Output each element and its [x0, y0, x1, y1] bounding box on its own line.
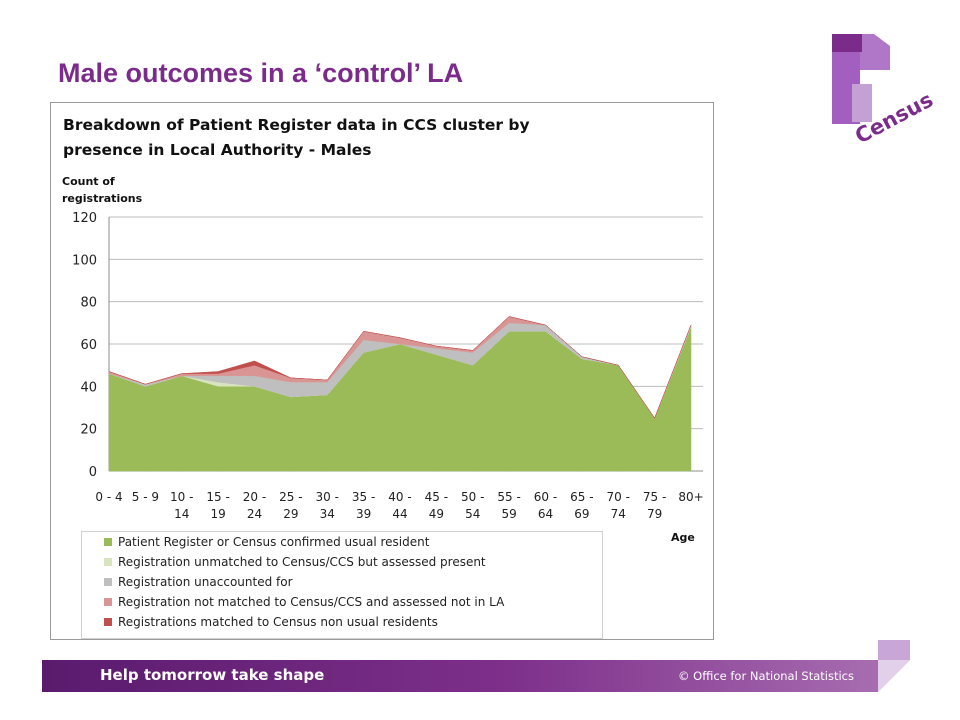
legend-swatch	[104, 618, 112, 626]
x-tick-label: 50 - 54	[461, 490, 484, 521]
area-series-1	[108, 327, 692, 472]
legend-item: Patient Register or Census confirmed usu…	[82, 532, 602, 552]
legend-swatch	[104, 538, 112, 546]
x-tick-label: 80+	[678, 490, 703, 504]
x-tick-label-line: 64	[538, 507, 553, 521]
x-tick-label-line: 59	[501, 507, 516, 521]
x-tick-label: 5 - 9	[132, 490, 159, 504]
chart-title-line-1: Breakdown of Patient Register data in CC…	[63, 116, 530, 134]
chart-title-line-2: presence in Local Authority - Males	[63, 141, 372, 159]
x-tick-label-line: 50 -	[461, 490, 484, 504]
x-tick-label-line: 5 - 9	[132, 490, 159, 504]
x-tick-label-line: 40 -	[388, 490, 411, 504]
x-tick-label-line: 14	[174, 507, 189, 521]
x-tick-label-line: 74	[611, 507, 626, 521]
logo-year: 2011	[812, 58, 830, 100]
x-tick-label: 25 - 29	[279, 490, 302, 521]
y-tick-label: 40	[80, 380, 97, 395]
legend-swatch	[104, 578, 112, 586]
x-tick-label-line: 39	[356, 507, 371, 521]
chart-legend: Patient Register or Census confirmed usu…	[81, 531, 603, 639]
x-tick-label-line: 80+	[678, 490, 703, 504]
x-tick-label-line: 54	[465, 507, 480, 521]
x-tick-label-line: 70 -	[607, 490, 630, 504]
chart-frame: Breakdown of Patient Register data in CC…	[50, 102, 714, 640]
census-2011-logo: 2011 Census	[812, 34, 937, 148]
x-tick-label-line: 30 -	[316, 490, 339, 504]
x-tick-label: 20 - 24	[243, 490, 266, 521]
x-tick-label-line: 65 -	[570, 490, 593, 504]
x-tick-label-line: 55 -	[497, 490, 520, 504]
legend-item: Registration not matched to Census/CCS a…	[82, 592, 602, 612]
x-tick-label-line: 79	[647, 507, 662, 521]
x-tick-label: 30 - 34	[316, 490, 339, 521]
x-tick-label-line: 45 -	[425, 490, 448, 504]
x-tick-label: 75 - 79	[643, 490, 666, 521]
x-tick-label-line: 15 -	[206, 490, 229, 504]
page-fold-decoration	[878, 640, 910, 692]
slide-title: Male outcomes in a ‘control’ LA	[58, 58, 464, 88]
x-tick-label-line: 69	[574, 507, 589, 521]
x-tick-label: 65 - 69	[570, 490, 593, 521]
x-tick-label: 35 - 39	[352, 490, 375, 521]
footer-tagline: Help tomorrow take shape	[100, 666, 325, 684]
y-tick-label: 20	[80, 423, 97, 438]
x-tick-label-line: 19	[210, 507, 225, 521]
legend-swatch	[104, 558, 112, 566]
x-tick-label: 45 - 49	[425, 490, 448, 521]
y-axis-label-line-2: registrations	[62, 192, 143, 205]
x-tick-label-line: 25 -	[279, 490, 302, 504]
x-tick-label-line: 24	[247, 507, 262, 521]
x-tick-label-line: 44	[392, 507, 407, 521]
x-tick-label-line: 34	[320, 507, 335, 521]
x-tick-label: 40 - 44	[388, 490, 411, 521]
x-tick-label-line: 49	[429, 507, 444, 521]
legend-swatch	[104, 598, 112, 606]
legend-label: Registration unaccounted for	[118, 575, 293, 589]
y-tick-label: 80	[80, 296, 97, 311]
x-tick-label: 10 - 14	[170, 490, 193, 521]
chart-title: Breakdown of Patient Register data in CC…	[63, 113, 563, 163]
y-tick-label: 100	[72, 253, 97, 268]
legend-label: Patient Register or Census confirmed usu…	[118, 535, 430, 549]
footer-copyright: © Office for National Statistics	[678, 669, 854, 683]
x-tick-label-line: 75 -	[643, 490, 666, 504]
x-tick-label: 60 - 64	[534, 490, 557, 521]
x-tick-label-line: 20 -	[243, 490, 266, 504]
y-axis-label: Count of registrations	[62, 173, 172, 207]
y-tick-label: 60	[80, 338, 97, 353]
x-tick-label-line: 0 - 4	[95, 490, 122, 504]
y-tick-label: 0	[89, 465, 97, 480]
x-tick-label: 15 - 19	[206, 490, 229, 521]
y-axis-label-line-1: Count of	[62, 175, 115, 188]
x-axis-label: Age	[671, 531, 695, 544]
x-tick-label-line: 60 -	[534, 490, 557, 504]
x-tick-label-line: 35 -	[352, 490, 375, 504]
legend-item: Registrations matched to Census non usua…	[82, 612, 602, 632]
x-tick-label: 70 - 74	[607, 490, 630, 521]
x-tick-label: 0 - 4	[95, 490, 122, 504]
legend-item: Registration unaccounted for	[82, 572, 602, 592]
legend-label: Registrations matched to Census non usua…	[118, 615, 438, 629]
x-tick-label: 55 - 59	[497, 490, 520, 521]
legend-label: Registration not matched to Census/CCS a…	[118, 595, 505, 609]
x-tick-label-line: 10 -	[170, 490, 193, 504]
y-tick-label: 120	[72, 211, 97, 226]
x-tick-label-line: 29	[283, 507, 298, 521]
footer-bar: Help tomorrow take shape © Office for Na…	[42, 660, 878, 692]
legend-label: Registration unmatched to Census/CCS but…	[118, 555, 486, 569]
area-series-5	[108, 316, 692, 419]
chart-plot: 0 20 40 60 80 100 120 0 - 4 5 - 9 10 - 14 15 - 19 20 …	[72, 211, 703, 521]
legend-item: Registration unmatched to Census/CCS but…	[82, 552, 602, 572]
